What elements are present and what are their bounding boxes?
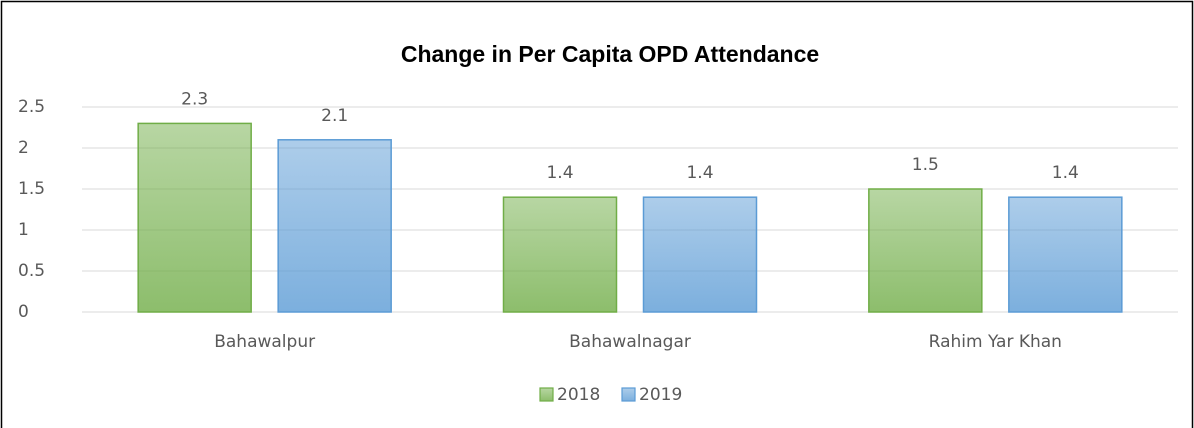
bar (502, 196, 618, 313)
bar (137, 122, 252, 313)
legend-label: 2018 (557, 385, 600, 405)
y-tick-label: 0 (18, 302, 29, 322)
bar (277, 139, 392, 313)
data-label: 1.4 (1052, 163, 1079, 183)
bar (642, 196, 758, 313)
y-tick-label: 0.5 (18, 261, 45, 281)
legend-swatch (539, 387, 554, 402)
data-label: 2.1 (321, 106, 348, 126)
y-tick-label: 2 (18, 138, 29, 158)
y-tick-label: 2.5 (18, 97, 45, 117)
data-label: 1.5 (912, 155, 939, 175)
x-tick-label: Bahawalnagar (569, 332, 691, 352)
data-label: 2.3 (181, 89, 208, 109)
bar (868, 188, 983, 313)
legend-swatch (621, 387, 636, 402)
legend-label: 2019 (639, 385, 682, 405)
bar (1008, 196, 1123, 313)
chart-title: Change in Per Capita OPD Attendance (401, 41, 819, 67)
x-tick-label: Rahim Yar Khan (929, 332, 1062, 352)
y-tick-label: 1 (18, 220, 29, 240)
y-tick-label: 1.5 (18, 179, 45, 199)
data-label: 1.4 (546, 163, 573, 183)
x-tick-label: Bahawalpur (214, 332, 315, 352)
data-label: 1.4 (686, 163, 713, 183)
